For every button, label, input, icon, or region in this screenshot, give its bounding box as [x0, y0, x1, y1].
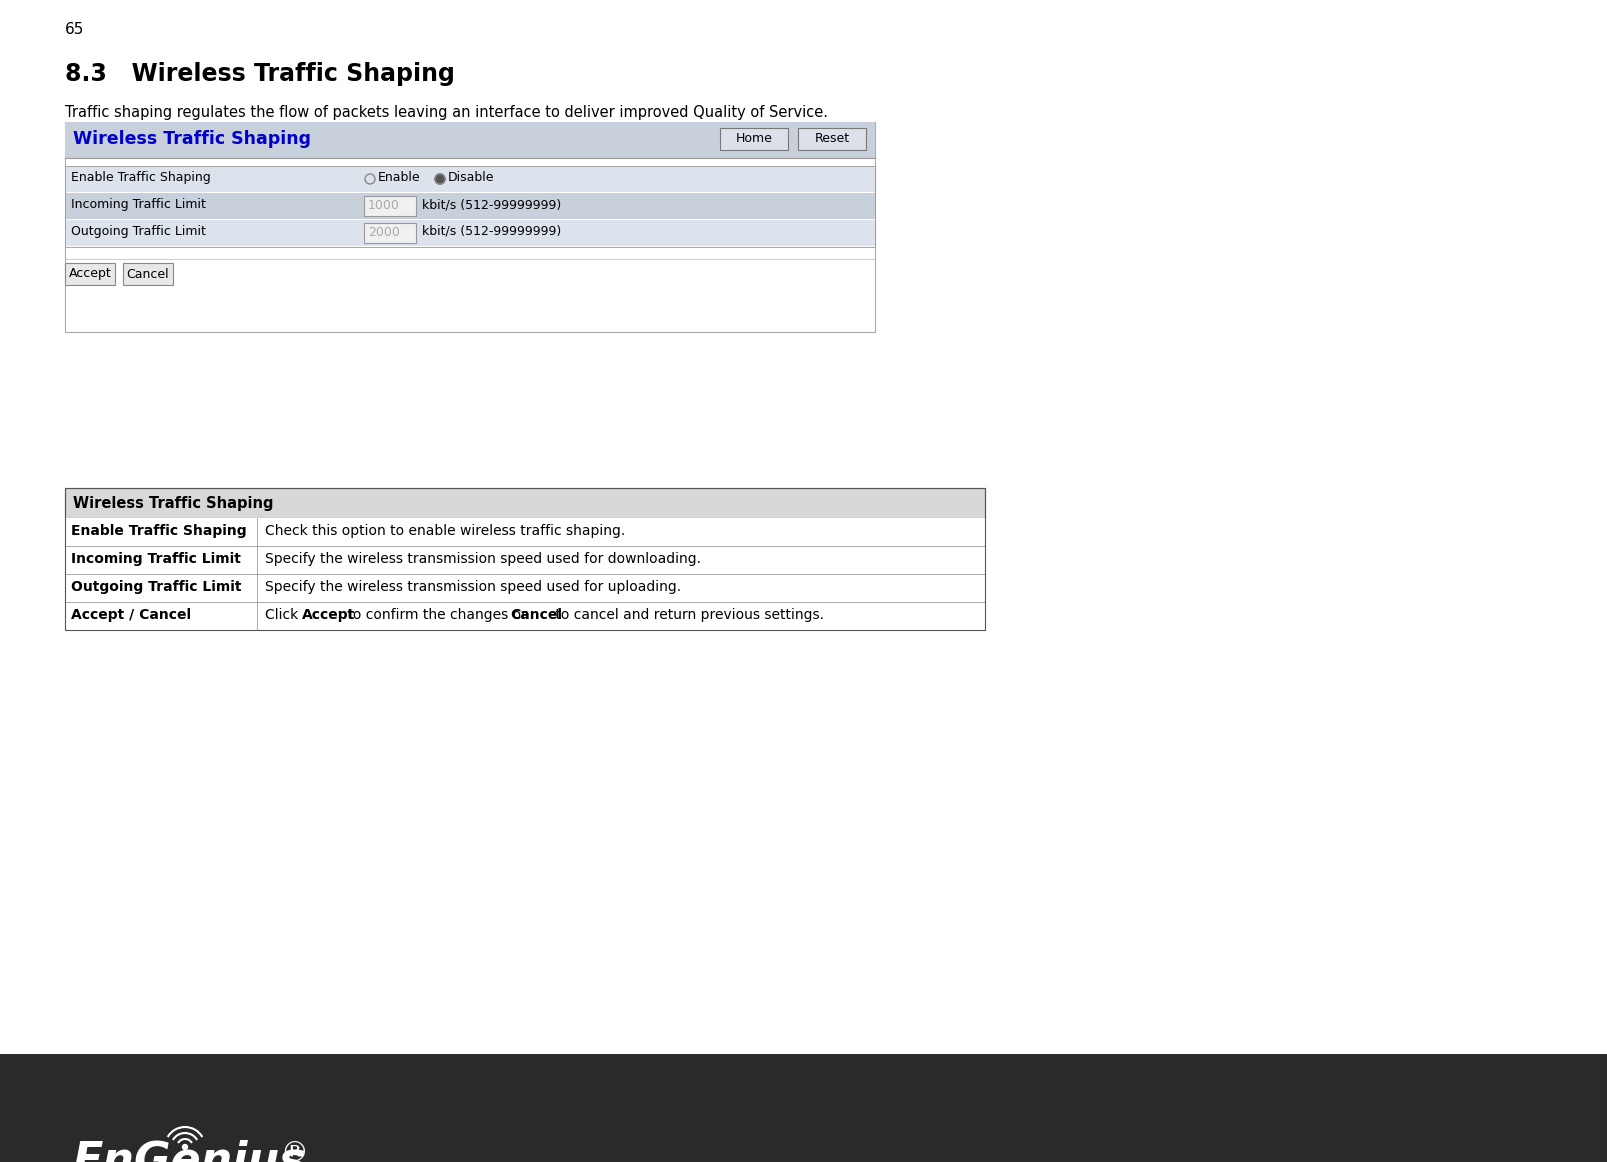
- Bar: [124, 263, 174, 285]
- Text: to confirm the changes or: to confirm the changes or: [342, 608, 532, 622]
- Text: Incoming Traffic Limit: Incoming Traffic Limit: [71, 198, 206, 211]
- Bar: [64, 518, 985, 546]
- Bar: [64, 193, 360, 218]
- Text: Accept: Accept: [69, 267, 111, 280]
- Bar: [360, 193, 874, 218]
- Circle shape: [435, 174, 445, 184]
- Text: Click: Click: [265, 608, 302, 622]
- Text: to cancel and return previous settings.: to cancel and return previous settings.: [551, 608, 824, 622]
- Text: Accept / Cancel: Accept / Cancel: [71, 608, 191, 622]
- Text: 1000: 1000: [368, 199, 400, 211]
- Text: Outgoing Traffic Limit: Outgoing Traffic Limit: [71, 225, 206, 238]
- Text: Check this option to enable wireless traffic shaping.: Check this option to enable wireless tra…: [265, 524, 625, 538]
- Text: Cancel: Cancel: [511, 608, 562, 622]
- Text: 65: 65: [64, 22, 85, 37]
- Bar: [360, 166, 874, 192]
- Bar: [64, 602, 985, 630]
- Bar: [64, 122, 874, 332]
- Text: kbit/s (512-99999999): kbit/s (512-99999999): [423, 225, 561, 238]
- Bar: [64, 166, 360, 192]
- Circle shape: [183, 1145, 188, 1149]
- Text: Specify the wireless transmission speed used for downloading.: Specify the wireless transmission speed …: [265, 552, 701, 566]
- Text: Accept: Accept: [302, 608, 355, 622]
- Text: EnGenius: EnGenius: [72, 1140, 305, 1162]
- Text: Home: Home: [736, 132, 773, 145]
- Bar: [365, 223, 416, 243]
- Text: Enable: Enable: [378, 171, 421, 184]
- Bar: [0, 1054, 1607, 1162]
- Bar: [64, 122, 874, 158]
- Text: 2000: 2000: [368, 225, 400, 239]
- Bar: [64, 220, 360, 246]
- Text: Disable: Disable: [448, 171, 495, 184]
- Text: kbit/s (512-99999999): kbit/s (512-99999999): [423, 198, 561, 211]
- Text: ®: ®: [280, 1140, 309, 1162]
- Bar: [64, 488, 985, 518]
- Bar: [365, 196, 416, 216]
- Text: Enable Traffic Shaping: Enable Traffic Shaping: [71, 171, 211, 184]
- Text: Incoming Traffic Limit: Incoming Traffic Limit: [71, 552, 241, 566]
- Bar: [64, 546, 985, 574]
- Text: Outgoing Traffic Limit: Outgoing Traffic Limit: [71, 580, 241, 594]
- Text: Cancel: Cancel: [127, 267, 169, 280]
- Text: Reset: Reset: [815, 132, 850, 145]
- Bar: [799, 128, 866, 150]
- Text: Wireless Traffic Shaping: Wireless Traffic Shaping: [72, 496, 273, 511]
- Bar: [360, 220, 874, 246]
- Bar: [64, 574, 985, 602]
- Text: Wireless Traffic Shaping: Wireless Traffic Shaping: [72, 130, 312, 148]
- Bar: [720, 128, 787, 150]
- Text: Traffic shaping regulates the flow of packets leaving an interface to deliver im: Traffic shaping regulates the flow of pa…: [64, 105, 828, 120]
- Bar: [64, 488, 985, 630]
- Bar: [64, 166, 874, 248]
- Bar: [64, 263, 116, 285]
- Text: Specify the wireless transmission speed used for uploading.: Specify the wireless transmission speed …: [265, 580, 681, 594]
- Text: Enable Traffic Shaping: Enable Traffic Shaping: [71, 524, 246, 538]
- Text: 8.3   Wireless Traffic Shaping: 8.3 Wireless Traffic Shaping: [64, 62, 455, 86]
